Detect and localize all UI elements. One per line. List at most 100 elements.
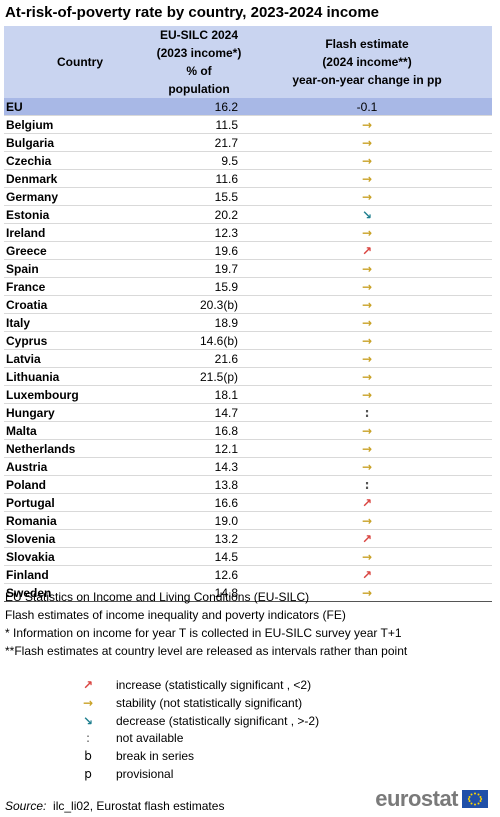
country-cell: Belgium	[4, 115, 156, 134]
flash-cell: →	[242, 313, 492, 332]
table-row: Sweden 14.8 →	[4, 583, 492, 602]
value-cell: 19.7	[156, 259, 242, 278]
value-cell: 9.5	[156, 151, 242, 170]
value-cell: 20.2	[156, 205, 242, 224]
value-cell: 16.8	[156, 421, 242, 440]
value-cell: 14.3	[156, 457, 242, 476]
country-cell: Poland	[4, 475, 156, 494]
country-cell: Cyprus	[4, 331, 156, 350]
flash-cell: →	[242, 223, 492, 242]
flash-cell: :	[242, 403, 492, 422]
country-cell: Sweden	[4, 583, 156, 602]
table-row: France 15.9 →	[4, 277, 492, 296]
value-cell: 12.1	[156, 439, 242, 458]
notes: EU Statistics on Income and Living Condi…	[5, 588, 407, 660]
value-cell: 18.1	[156, 385, 242, 404]
note: * Information on income for year T is co…	[5, 626, 402, 640]
country-cell: Greece	[4, 241, 156, 260]
column-header: Flash estimate (2024 income**) year-on-yea…	[242, 26, 492, 98]
logo: eurostat	[375, 786, 488, 812]
column-header: Country	[4, 26, 156, 98]
table-row: Slovakia 14.5 →	[4, 547, 492, 566]
flash-cell: →	[242, 421, 492, 440]
country-cell: Romania	[4, 511, 156, 530]
table-row: EU 16.2 -0.1	[4, 98, 492, 116]
legend-item: : not available	[60, 730, 319, 748]
table-row: Malta 16.8 →	[4, 421, 492, 440]
header-line: EU-SILC 2024	[159, 28, 239, 42]
flash-cell: ↘	[242, 205, 492, 224]
legend-symbol: p	[84, 766, 92, 781]
table-row: Slovenia 13.2 ↗	[4, 529, 492, 548]
table-row: Latvia 21.6 →	[4, 349, 492, 368]
country-cell: Estonia	[4, 205, 156, 224]
table-row: Ireland 12.3 →	[4, 223, 492, 242]
value-cell: 19.0	[156, 511, 242, 530]
header-line: Flash estimate	[325, 37, 409, 51]
value-cell: 21.6	[156, 349, 242, 368]
value-cell: 12.3	[156, 223, 242, 242]
value-cell: 18.9	[156, 313, 242, 332]
table-row: Finland 12.6 ↗	[4, 565, 492, 584]
value-cell: 21.7	[156, 133, 242, 152]
table-row: Belgium 11.5 →	[4, 115, 492, 134]
table-row: Greece 19.6 ↗	[4, 241, 492, 260]
table-row: Spain 19.7 →	[4, 259, 492, 278]
value-cell: 15.5	[156, 187, 242, 206]
country-cell: Bulgaria	[4, 133, 156, 152]
note: EU Statistics on Income and Living Condi…	[5, 590, 310, 604]
table-row: Lithuania 21.5(p) →	[4, 367, 492, 386]
table-row: Hungary 14.7:	[4, 403, 492, 422]
eu-flag	[462, 790, 488, 808]
table-row: Luxembourg 18.1 →	[4, 385, 492, 404]
country-cell: Slovenia	[4, 529, 156, 548]
country-cell: Netherlands	[4, 439, 156, 458]
table-row: Czechia 9.5 →	[4, 151, 492, 170]
table-row: Italy 18.9 →	[4, 313, 492, 332]
table-row: Denmark 11.6 →	[4, 169, 492, 188]
value-cell: 15.9	[156, 277, 242, 296]
country-cell: Spain	[4, 259, 156, 278]
table-body: EU 16.2 -0.1 Belgium 11.5 → Bulgaria 21.7 → Czech…	[4, 98, 492, 602]
source: Source: ilc_li02, Eurostat flash estimat…	[5, 799, 224, 813]
header-line: % of population	[168, 64, 230, 96]
flash-cell: →	[242, 385, 492, 404]
flash-cell: →	[242, 115, 492, 134]
table-row: Romania 19.0 →	[4, 511, 492, 530]
value-cell: 14.5	[156, 547, 242, 566]
table-row: Netherlands 12.1 →	[4, 439, 492, 458]
header-line: Country	[57, 55, 103, 69]
flash-cell: →	[242, 439, 492, 458]
legend-item: b break in series	[60, 748, 319, 766]
note: Flash estimates of income inequality and…	[5, 608, 346, 622]
flash-cell: -0.1	[242, 98, 492, 116]
value-cell: 11.5	[156, 115, 242, 134]
source-label: Source:	[5, 799, 47, 813]
flash-cell: →	[242, 169, 492, 188]
country-cell: Croatia	[4, 295, 156, 314]
legend-text: not available	[116, 731, 184, 746]
note: **Flash estimates at country level are r…	[5, 644, 408, 658]
table-row: Poland 13.8:	[4, 475, 492, 494]
flash-cell: →	[242, 367, 492, 386]
value-cell: 20.3(b)	[156, 295, 242, 314]
country-cell: Lithuania	[4, 367, 156, 386]
source-text: ilc_li02, Eurostat flash estimates	[53, 799, 225, 813]
table-row: Bulgaria 21.7 →	[4, 133, 492, 152]
country-cell: France	[4, 277, 156, 296]
flash-cell: →	[242, 133, 492, 152]
flash-cell: ↗	[242, 529, 492, 548]
legend-symbol: :	[85, 731, 91, 746]
logo-text: eurostat	[375, 786, 458, 811]
flash-cell: →	[242, 187, 492, 206]
flash-cell: ↗	[242, 565, 492, 584]
country-cell: Germany	[4, 187, 156, 206]
country-cell: Portugal	[4, 493, 156, 512]
flash-cell: →	[242, 547, 492, 566]
legend-text: break in series	[116, 749, 195, 764]
value-cell: 14.7	[156, 403, 242, 422]
flash-cell: :	[242, 475, 492, 494]
legend-item: → stability (not statistically significan…	[60, 695, 319, 713]
legend-symbol: ↗	[82, 678, 94, 692]
flash-cell: →	[242, 277, 492, 296]
